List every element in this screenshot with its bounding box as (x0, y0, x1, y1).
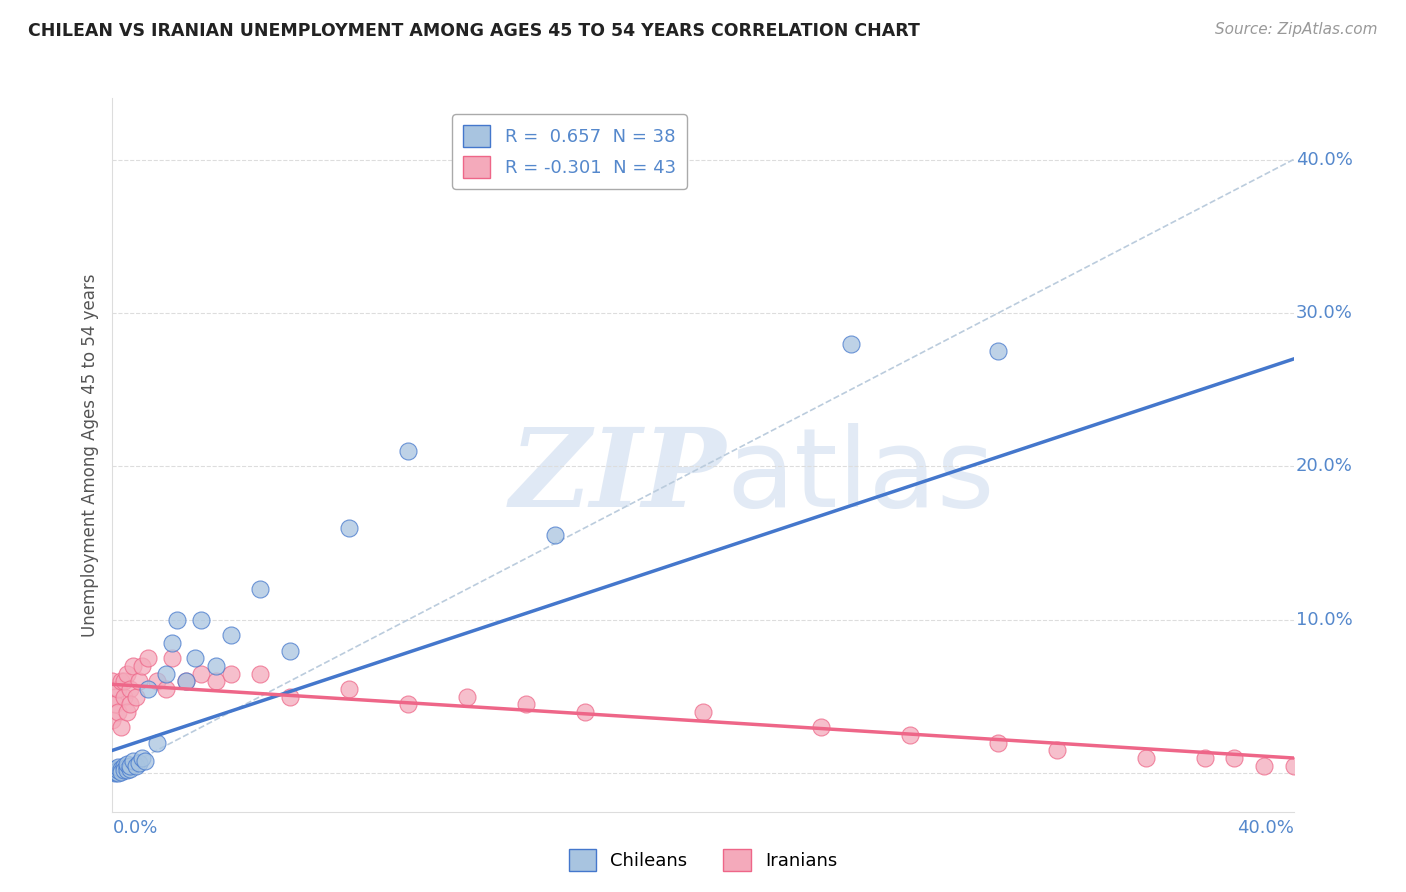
Point (396, 698, 419, 712)
Text: 20.0%: 20.0% (1296, 458, 1353, 475)
Point (120, 762, 142, 776)
Text: 0.0%: 0.0% (112, 819, 157, 837)
Point (515, 698, 537, 712)
Point (249, 582, 271, 597)
Point (146, 674, 169, 689)
Point (122, 659, 145, 673)
Point (190, 666, 212, 681)
Text: atlas: atlas (727, 423, 995, 530)
Text: 10.0%: 10.0% (1296, 611, 1353, 629)
Legend: R =  0.657  N = 38, R = -0.301  N = 43: R = 0.657 N = 38, R = -0.301 N = 43 (453, 114, 686, 189)
Point (112, 758, 135, 772)
Point (110, 762, 132, 776)
Point (110, 764, 132, 779)
Point (155, 681, 177, 696)
Point (125, 690, 148, 704)
Point (160, 636, 183, 650)
Point (107, 681, 129, 696)
Point (190, 613, 212, 627)
Point (112, 764, 135, 778)
Point (219, 666, 242, 681)
Point (1223, 751, 1246, 765)
Point (120, 681, 142, 696)
Text: 30.0%: 30.0% (1296, 304, 1353, 322)
Point (104, 690, 127, 704)
Point (110, 674, 132, 689)
Point (104, 698, 127, 712)
Point (337, 521, 360, 535)
Point (101, 713, 124, 727)
Text: 40.0%: 40.0% (1296, 151, 1353, 169)
Point (117, 705, 138, 719)
Point (810, 720, 832, 734)
Y-axis label: Unemployment Among Ages 45 to 54 years: Unemployment Among Ages 45 to 54 years (80, 273, 98, 637)
Point (278, 690, 301, 704)
Point (107, 760, 129, 774)
Point (155, 666, 177, 681)
Point (160, 651, 183, 665)
Point (107, 764, 129, 778)
Point (396, 444, 419, 458)
Point (166, 613, 188, 627)
Point (839, 336, 862, 351)
Point (112, 690, 135, 704)
Text: CHILEAN VS IRANIAN UNEMPLOYMENT AMONG AGES 45 TO 54 YEARS CORRELATION CHART: CHILEAN VS IRANIAN UNEMPLOYMENT AMONG AG… (28, 22, 920, 40)
Point (122, 754, 145, 768)
Point (101, 764, 124, 778)
Point (1135, 751, 1157, 765)
Point (134, 754, 156, 768)
Point (107, 705, 129, 719)
Point (104, 764, 127, 779)
Point (692, 705, 714, 719)
Point (101, 674, 124, 689)
Point (205, 659, 228, 673)
Point (107, 766, 129, 780)
Point (278, 643, 301, 657)
Point (205, 674, 228, 689)
Point (128, 674, 150, 689)
Point (1282, 758, 1305, 772)
Legend: Chileans, Iranians: Chileans, Iranians (561, 842, 845, 879)
Point (120, 758, 142, 772)
Point (574, 705, 596, 719)
Point (898, 728, 921, 742)
Point (1194, 751, 1216, 765)
Point (174, 674, 197, 689)
Point (174, 674, 197, 689)
Point (117, 760, 138, 774)
Point (112, 674, 135, 689)
Point (131, 751, 153, 765)
Point (456, 690, 478, 704)
Point (1046, 743, 1069, 757)
Point (125, 758, 148, 772)
Point (987, 344, 1010, 359)
Point (120, 698, 142, 712)
Point (146, 736, 169, 750)
Point (1253, 758, 1275, 772)
Text: 40.0%: 40.0% (1237, 819, 1294, 837)
Point (117, 764, 138, 778)
Point (337, 681, 360, 696)
Point (136, 681, 159, 696)
Point (544, 528, 567, 542)
Point (136, 651, 159, 665)
Point (184, 651, 207, 665)
Point (104, 766, 127, 780)
Point (128, 756, 150, 770)
Point (987, 736, 1010, 750)
Point (219, 628, 242, 642)
Text: Source: ZipAtlas.com: Source: ZipAtlas.com (1215, 22, 1378, 37)
Point (117, 757, 138, 772)
Point (117, 666, 138, 681)
Point (104, 762, 127, 776)
Point (131, 659, 153, 673)
Text: ZIP: ZIP (510, 423, 727, 530)
Point (249, 666, 271, 681)
Point (110, 720, 132, 734)
